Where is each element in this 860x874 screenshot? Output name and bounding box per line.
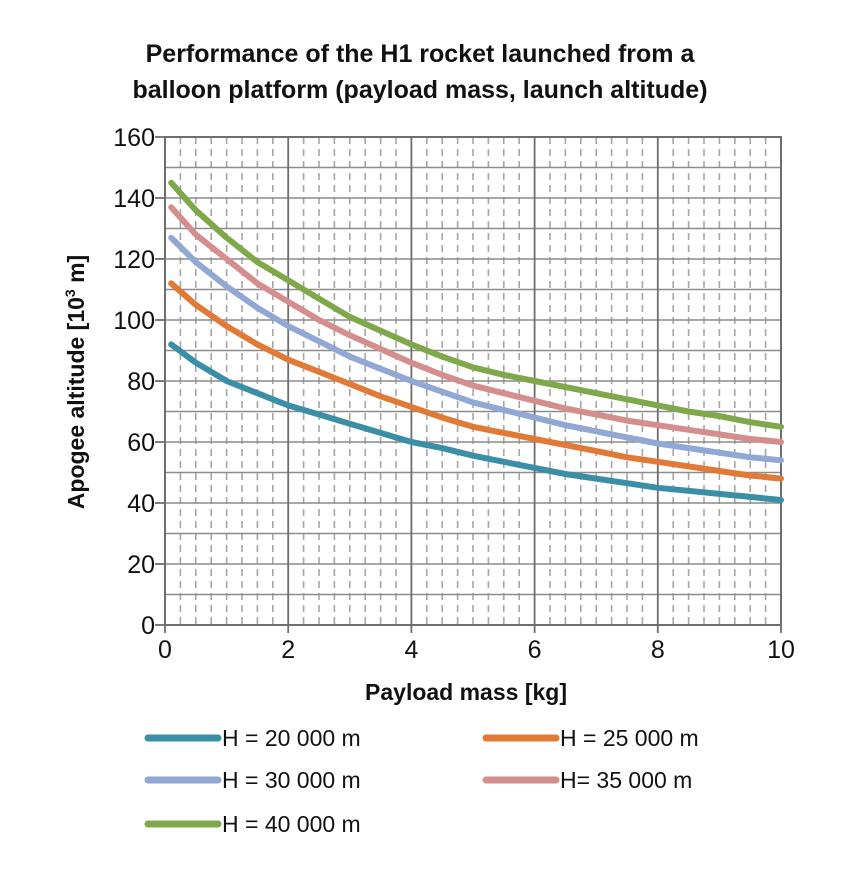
grid	[164, 136, 782, 625]
series-line-5	[168, 179, 784, 430]
legend: H = 20 000 m H = 25 000 m H = 30 000 m H= 3…	[144, 725, 699, 837]
legend-label-4: H= 35 000 m	[560, 767, 692, 793]
series-line-1	[168, 341, 784, 503]
x-tick-label: 8	[651, 636, 665, 664]
y-tick-label: 60	[127, 429, 155, 457]
y-tick-label: 40	[127, 490, 155, 518]
x-tick-label: 10	[767, 636, 795, 664]
legend-label-3: H = 30 000 m	[222, 767, 361, 793]
series-lines	[168, 179, 784, 503]
y-tick-label: 100	[113, 307, 155, 335]
series-line-3	[168, 234, 784, 464]
axes	[155, 136, 782, 633]
y-tick-label: 20	[127, 551, 155, 579]
y-axis-title-main: Apogee altitude [10	[63, 297, 89, 509]
y-tick-label: 80	[127, 368, 155, 396]
y-tick-label: 160	[113, 124, 155, 152]
x-tick-label: 4	[404, 636, 418, 664]
x-tick-label: 6	[528, 636, 542, 664]
x-tick-label: 2	[281, 636, 295, 664]
y-axis-title: Apogee altitude [103 m]	[62, 255, 89, 509]
legend-label-2: H = 25 000 m	[560, 725, 699, 751]
legend-label-5: H = 40 000 m	[222, 811, 361, 837]
y-axis-title-sup: 3	[62, 289, 78, 297]
legend-label-1: H = 20 000 m	[222, 725, 361, 751]
y-axis-title-end: m]	[63, 255, 89, 290]
tick-labels: 0 20 40 60 80 100 120 140 160 0 2 4 6 8 10	[113, 124, 795, 664]
chart-title-line-2: balloon platform (payload mass, launch a…	[132, 76, 707, 104]
chart-title-line-1: Performance of the H1 rocket launched fr…	[146, 40, 696, 68]
series-line-2	[168, 280, 784, 482]
y-tick-label: 120	[113, 246, 155, 274]
x-tick-label: 0	[158, 636, 172, 664]
y-tick-label: 140	[113, 185, 155, 213]
y-tick-label: 0	[141, 612, 155, 640]
x-axis-title: Payload mass [kg]	[365, 679, 567, 705]
series-line-4	[168, 204, 784, 445]
